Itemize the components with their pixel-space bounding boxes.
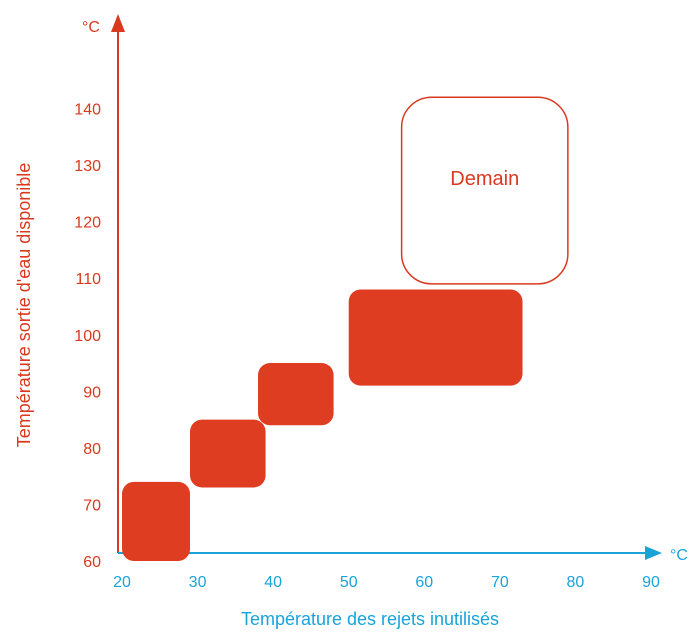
range-block xyxy=(122,481,191,561)
x-axis-arrow xyxy=(645,546,662,560)
y-tick-label: 140 xyxy=(74,102,101,119)
x-axis-label: Température des rejets inutilisés xyxy=(241,609,499,629)
y-tick-labels: 60 70 80 90 100 110 120 130 140 xyxy=(74,102,101,572)
x-tick-label: 60 xyxy=(415,574,433,591)
y-tick-label: 130 xyxy=(74,158,101,175)
axes xyxy=(111,14,662,560)
range-block xyxy=(348,289,523,386)
x-tick-labels: 20 30 40 50 60 70 80 90 xyxy=(113,574,660,591)
y-tick-label: 100 xyxy=(74,328,101,345)
y-tick-label: 80 xyxy=(83,441,101,458)
x-tick-label: 30 xyxy=(189,574,207,591)
x-tick-label: 70 xyxy=(491,574,509,591)
x-tick-label: 90 xyxy=(642,574,660,591)
y-tick-label: 90 xyxy=(83,384,101,401)
range-block xyxy=(190,419,266,488)
x-tick-label: 40 xyxy=(264,574,282,591)
x-axis-unit: °C xyxy=(670,547,688,564)
x-tick-label: 80 xyxy=(567,574,585,591)
y-tick-label: 70 xyxy=(83,497,101,514)
x-tick-label: 20 xyxy=(113,574,131,591)
y-tick-label: 60 xyxy=(83,554,101,571)
y-axis-arrow xyxy=(111,14,125,32)
range-block xyxy=(258,363,334,426)
y-axis-unit: °C xyxy=(82,19,100,36)
y-axis-label: Température sortie d'eau disponible xyxy=(14,163,34,448)
future-block-label: Demain xyxy=(450,168,519,190)
future-range-block xyxy=(400,96,569,285)
y-tick-label: 110 xyxy=(75,271,101,288)
range-blocks: Demain xyxy=(122,96,569,561)
y-tick-label: 120 xyxy=(74,215,101,232)
x-tick-label: 50 xyxy=(340,574,358,591)
